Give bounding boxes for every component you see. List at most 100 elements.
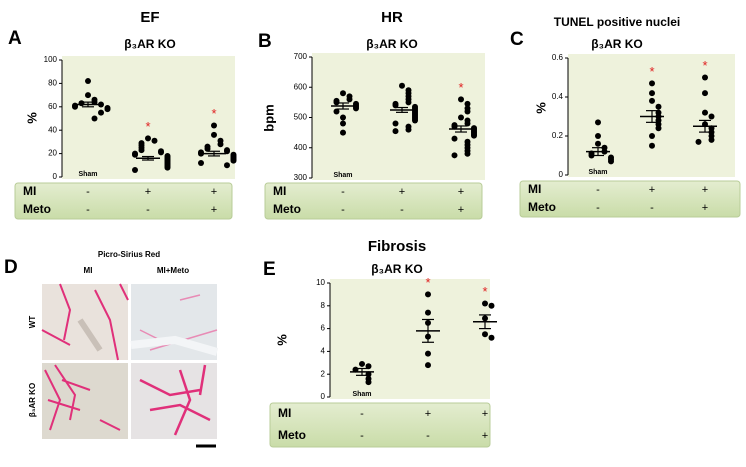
y-tick-label: 0: [559, 170, 564, 179]
plot-background: [330, 279, 490, 399]
data-point: [78, 100, 85, 107]
data-point: [482, 300, 488, 307]
chart-title: EF: [140, 9, 159, 26]
panel-letter: A: [8, 28, 22, 49]
data-point: [392, 102, 399, 109]
data-point: [72, 103, 78, 110]
y-tick-label: 0.4: [552, 92, 564, 101]
data-point: [340, 120, 346, 127]
data-point: [359, 360, 365, 367]
data-point: [211, 122, 217, 129]
chart-subtitle: β₃AR KO: [124, 37, 176, 51]
data-point: [655, 125, 662, 132]
chart-subtitle: β₃AR KO: [366, 37, 418, 51]
significance-marker: *: [425, 275, 430, 290]
table-cell: -: [146, 204, 150, 216]
data-point: [482, 331, 488, 338]
data-point: [365, 379, 372, 386]
category-label: Sham: [333, 172, 352, 179]
data-point: [451, 152, 458, 159]
y-axis-label: %: [274, 334, 289, 346]
y-tick-label: 60: [48, 102, 57, 111]
data-point: [230, 157, 237, 164]
significance-marker: *: [649, 64, 654, 79]
y-tick-label: 0: [321, 392, 326, 401]
data-point: [164, 164, 171, 171]
data-point: [649, 142, 655, 149]
data-point: [464, 100, 471, 107]
table-cell: -: [341, 204, 345, 216]
panel-letter: C: [510, 29, 524, 50]
chart-title: TUNEL positive nuclei: [554, 15, 680, 29]
data-point: [649, 133, 655, 139]
table-cell: +: [458, 186, 464, 198]
chart-subtitle: β₃AR KO: [371, 262, 423, 276]
data-point: [464, 150, 471, 157]
data-point: [85, 92, 91, 99]
data-point: [708, 113, 715, 120]
table-cell: -: [360, 430, 364, 442]
data-point: [151, 137, 158, 144]
data-point: [451, 135, 458, 142]
data-point: [471, 132, 477, 139]
data-point: [98, 109, 104, 116]
significance-marker: *: [458, 80, 463, 95]
column-label: MI+Meto: [157, 266, 189, 275]
table-cell: +: [425, 408, 431, 420]
y-tick-label: 700: [294, 52, 308, 61]
data-point: [211, 131, 217, 138]
data-point: [649, 90, 655, 97]
condition-table: [269, 402, 491, 448]
row-label: Meto: [23, 202, 51, 216]
y-tick-label: 600: [294, 82, 308, 91]
table-cell: +: [702, 184, 708, 196]
table-cell: +: [702, 202, 708, 214]
data-point: [198, 159, 204, 166]
data-point: [702, 74, 708, 81]
chart-title: HR: [381, 9, 403, 26]
table-cell: +: [399, 186, 405, 198]
significance-marker: *: [211, 106, 216, 121]
chart-subtitle: β₃AR KO: [591, 37, 643, 51]
y-tick-label: 80: [48, 79, 57, 88]
data-point: [488, 302, 495, 309]
condition-table: [264, 182, 483, 220]
chart-title: Fibrosis: [368, 238, 426, 255]
data-point: [425, 309, 431, 316]
micrograph: [130, 284, 219, 360]
data-point: [85, 78, 91, 85]
data-point: [464, 108, 471, 115]
table-cell: -: [650, 202, 654, 214]
table-cell: -: [86, 204, 90, 216]
row-label: MI: [528, 182, 541, 196]
data-point: [451, 123, 458, 130]
data-point: [655, 103, 662, 110]
category-label: Sham: [588, 169, 607, 176]
data-point: [346, 96, 353, 103]
data-point: [132, 166, 138, 173]
data-point: [608, 158, 614, 165]
data-point: [217, 141, 224, 148]
micrograph: [131, 363, 217, 439]
row-label: WT: [28, 316, 37, 329]
data-point: [425, 350, 431, 357]
data-point: [224, 148, 230, 155]
y-tick-label: 2: [321, 369, 326, 378]
y-tick-label: 500: [294, 113, 308, 122]
table-cell: -: [596, 202, 600, 214]
table-cell: -: [400, 204, 404, 216]
condition-table: [14, 182, 233, 220]
data-point: [91, 99, 98, 106]
panel-letter: E: [263, 259, 276, 280]
row-label: MI: [278, 406, 291, 420]
y-tick-label: 4: [321, 347, 326, 356]
y-tick-label: 6: [321, 324, 326, 333]
row-label: MI: [273, 184, 286, 198]
column-label: MI: [84, 266, 93, 275]
data-point: [702, 90, 708, 97]
table-cell: +: [458, 204, 464, 216]
row-label: Meto: [278, 428, 306, 442]
data-point: [458, 96, 464, 103]
data-point: [198, 150, 204, 157]
table-cell: -: [360, 408, 364, 420]
